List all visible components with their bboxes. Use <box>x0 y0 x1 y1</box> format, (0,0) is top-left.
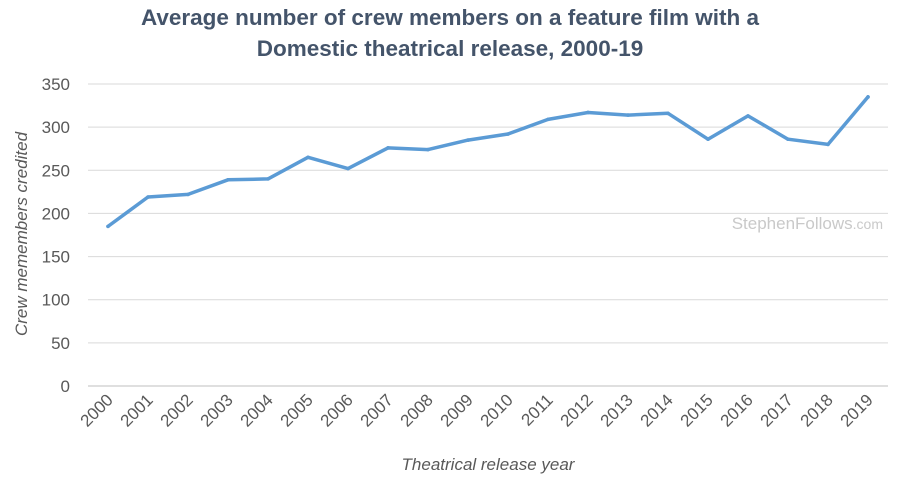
y-tick-label: 350 <box>42 75 70 94</box>
x-tick-label: 2011 <box>518 390 557 429</box>
data-point <box>826 142 830 147</box>
watermark-tld: .com <box>853 216 883 232</box>
x-tick-label: 2004 <box>237 390 277 430</box>
series-group <box>106 95 870 229</box>
chart-title-line-2: Domestic theatrical release, 2000-19 <box>256 36 644 61</box>
chart-title: Average number of crew members on a feat… <box>0 2 900 64</box>
x-tick-label: 2000 <box>77 390 117 430</box>
data-point <box>626 113 630 117</box>
x-tick-label: 2015 <box>677 390 717 430</box>
y-tick-label: 150 <box>42 248 70 267</box>
data-point <box>506 132 510 136</box>
data-point <box>386 146 390 150</box>
x-tick-label: 2012 <box>557 390 597 430</box>
x-tick-label: 2017 <box>757 390 797 430</box>
x-axis-ticks: 2000 2001 2002 2003 2004 2005 2006 2007 2008 2009… <box>77 390 877 430</box>
data-point <box>186 192 190 197</box>
x-tick-label: 2013 <box>597 390 637 430</box>
x-tick-label: 2009 <box>437 390 477 430</box>
data-point <box>586 110 590 115</box>
gridlines <box>88 83 888 387</box>
data-point <box>346 166 350 171</box>
x-tick-label: 2006 <box>317 390 357 430</box>
x-tick-label: 2018 <box>797 390 837 430</box>
x-tick-label: 2014 <box>637 390 677 430</box>
data-point <box>706 137 710 142</box>
x-tick-label: 2005 <box>277 390 317 430</box>
x-tick-label: 2002 <box>157 390 197 430</box>
watermark-main: StephenFollows <box>732 214 853 233</box>
y-tick-label: 100 <box>42 291 70 310</box>
data-point <box>106 224 110 229</box>
data-point <box>146 195 150 199</box>
data-point <box>866 95 870 99</box>
y-tick-label: 0 <box>61 377 70 396</box>
y-tick-label: 50 <box>51 334 70 353</box>
data-point <box>266 177 270 181</box>
chart-title-line-1: Average number of crew members on a feat… <box>140 5 760 30</box>
x-tick-label: 2003 <box>197 390 237 430</box>
y-axis-ticks: 0 50 100 150 200 250 300 350 <box>42 75 70 396</box>
data-point <box>306 155 310 160</box>
x-axis-label: Theatrical release year <box>402 455 576 474</box>
y-axis-label: Crew memembers credited <box>12 131 31 336</box>
data-point <box>466 138 470 142</box>
x-tick-label: 2001 <box>117 390 157 430</box>
data-point <box>746 114 750 118</box>
x-tick-label: 2019 <box>837 390 877 430</box>
data-point <box>666 111 670 116</box>
x-tick-label: 2008 <box>397 390 437 430</box>
data-point <box>546 117 550 122</box>
y-tick-label: 300 <box>42 118 70 137</box>
watermark: StephenFollows.com <box>732 214 883 233</box>
data-point <box>426 147 430 152</box>
x-tick-label: 2010 <box>477 390 517 430</box>
data-point <box>786 137 790 142</box>
x-tick-label: 2016 <box>717 390 757 430</box>
series-line <box>106 95 870 229</box>
y-tick-label: 200 <box>42 204 70 223</box>
data-point <box>226 177 230 182</box>
y-tick-label: 250 <box>42 161 70 180</box>
x-tick-label: 2007 <box>357 390 397 430</box>
